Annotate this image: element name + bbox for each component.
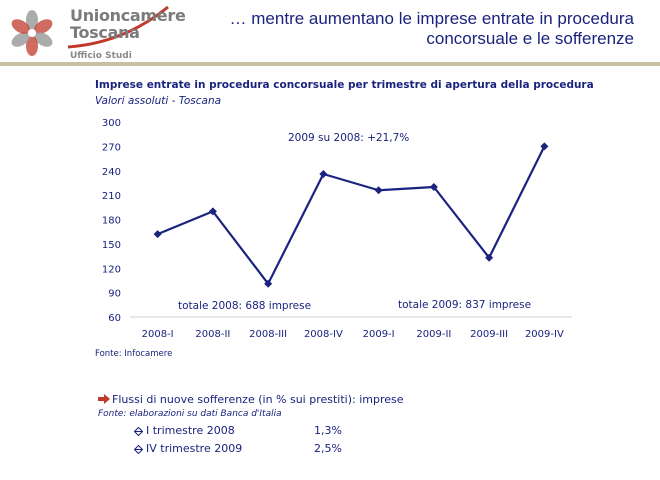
x-tick-label: 2009-II [416, 329, 451, 340]
y-tick-label: 60 [108, 313, 121, 324]
x-tick-label: 2008-III [249, 329, 287, 340]
data-point [208, 207, 217, 216]
x-tick-label: 2008-I [142, 329, 174, 340]
data-point [540, 142, 549, 151]
diamond-bullet-icon [134, 445, 143, 454]
logo-name-line1: Unioncamere [70, 6, 186, 25]
y-tick-label: 300 [102, 118, 121, 129]
y-tick-label: 240 [102, 167, 121, 178]
data-point [374, 186, 383, 195]
y-tick-label: 210 [102, 191, 121, 202]
sofferenze-source: Fonte: elaborazioni su dati Banca d'Ital… [98, 409, 282, 419]
x-tick-label: 2009-I [363, 329, 395, 340]
slide-title: … mentre aumentano le imprese entrate in… [229, 9, 634, 48]
y-tick-label: 150 [102, 240, 121, 251]
logo-swoosh-icon [67, 5, 169, 49]
sofferenze-row: IV trimestre 2009 2,5% [134, 442, 394, 456]
y-tick-label: 270 [102, 142, 121, 153]
x-tick-label: 2008-IV [304, 329, 343, 340]
data-point [264, 279, 273, 288]
sofferenze-row-value: 2,5% [314, 442, 342, 455]
y-tick-label: 180 [102, 216, 121, 227]
header-divider-bar [0, 62, 660, 66]
data-point [485, 253, 494, 262]
right-arrow-icon [98, 394, 110, 404]
data-point [319, 170, 328, 178]
total-2009-annotation: totale 2009: 837 imprese [398, 299, 531, 311]
sofferenze-row-label: I trimestre 2008 [146, 424, 235, 437]
logo-name-line2: Toscana [70, 23, 140, 42]
diamond-bullet-icon [134, 427, 143, 436]
growth-annotation: 2009 su 2008: +21,7% [288, 132, 409, 144]
x-tick-label: 2009-III [470, 329, 508, 340]
logo: Unioncamere Toscana Ufficio Studi [4, 3, 186, 61]
chart-title: Imprese entrate in procedura concorsuale… [95, 79, 594, 91]
logo-flower-icon [11, 10, 53, 56]
chart-subtitle: Valori assoluti - Toscana [95, 95, 222, 107]
x-tick-label: 2008-II [195, 329, 230, 340]
y-tick-label: 90 [108, 289, 121, 300]
x-tick-label: 2009-IV [525, 329, 564, 340]
data-point [429, 183, 438, 191]
sofferenze-row-label: IV trimestre 2009 [146, 442, 243, 455]
series-line [157, 145, 546, 285]
sofferenze-row: I trimestre 2008 1,3% [134, 424, 394, 438]
logo-office: Ufficio Studi [70, 51, 132, 61]
y-tick-label: 120 [102, 264, 121, 275]
header: Unioncamere Toscana Ufficio Studi … ment… [0, 0, 660, 62]
sofferenze-heading: Flussi di nuove sofferenze (in % sui pre… [112, 393, 404, 406]
chart-source: Fonte: Infocamere [95, 349, 173, 359]
total-2008-annotation: totale 2008: 688 imprese [178, 300, 311, 312]
sofferenze-row-value: 1,3% [314, 424, 342, 437]
data-point [153, 230, 162, 239]
